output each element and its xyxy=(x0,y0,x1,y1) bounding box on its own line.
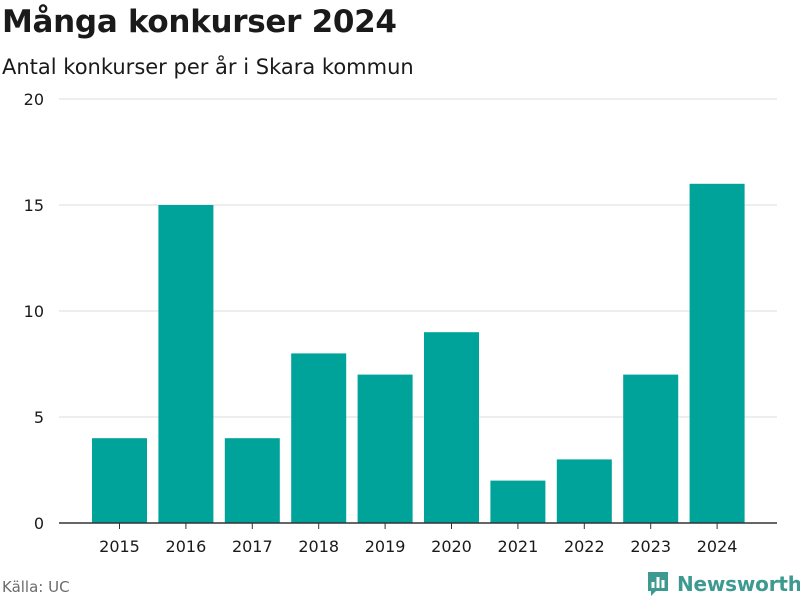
brand-name: Newsworthy xyxy=(677,572,800,596)
bar-2020 xyxy=(424,332,479,523)
bar-2019 xyxy=(357,374,413,523)
x-tick-label: 2023 xyxy=(630,537,671,556)
x-tick-label: 2022 xyxy=(564,537,605,556)
y-tick-label: 0 xyxy=(34,514,44,533)
bars xyxy=(92,183,745,524)
y-tick-label: 20 xyxy=(24,90,44,109)
x-tick-label: 2021 xyxy=(498,537,539,556)
bar-2022 xyxy=(556,459,612,523)
chart-subtitle: Antal konkurser per år i Skara kommun xyxy=(2,55,414,79)
bar-2023 xyxy=(623,374,679,523)
bar-2017 xyxy=(224,438,280,523)
x-tick-label: 2019 xyxy=(365,537,406,556)
bar-chart-icon xyxy=(648,572,668,596)
x-axis-ticks: 2015 2016 2017 2018 2019 2020 2021 2022 2023 2024 xyxy=(99,523,737,556)
chart-title: Många konkurser 2024 xyxy=(2,4,397,40)
bar-2024 xyxy=(689,183,745,524)
y-tick-label: 15 xyxy=(24,196,44,215)
x-tick-label: 2017 xyxy=(232,537,273,556)
x-tick-label: 2016 xyxy=(166,537,207,556)
bar-2016 xyxy=(158,205,214,523)
y-tick-label: 10 xyxy=(24,302,44,321)
y-axis-ticks: 0 5 10 15 20 xyxy=(24,90,44,533)
x-tick-label: 2015 xyxy=(99,537,140,556)
x-tick-label: 2020 xyxy=(431,537,472,556)
y-tick-label: 5 xyxy=(34,408,44,427)
brand-logo: Newsworthy xyxy=(646,570,800,598)
x-tick-label: 2024 xyxy=(697,537,738,556)
bar-2015 xyxy=(92,438,147,523)
x-tick-label: 2018 xyxy=(298,537,339,556)
source-note: Källa: UC xyxy=(2,578,70,596)
bar-2021 xyxy=(490,480,546,523)
bar-2018 xyxy=(291,353,347,523)
